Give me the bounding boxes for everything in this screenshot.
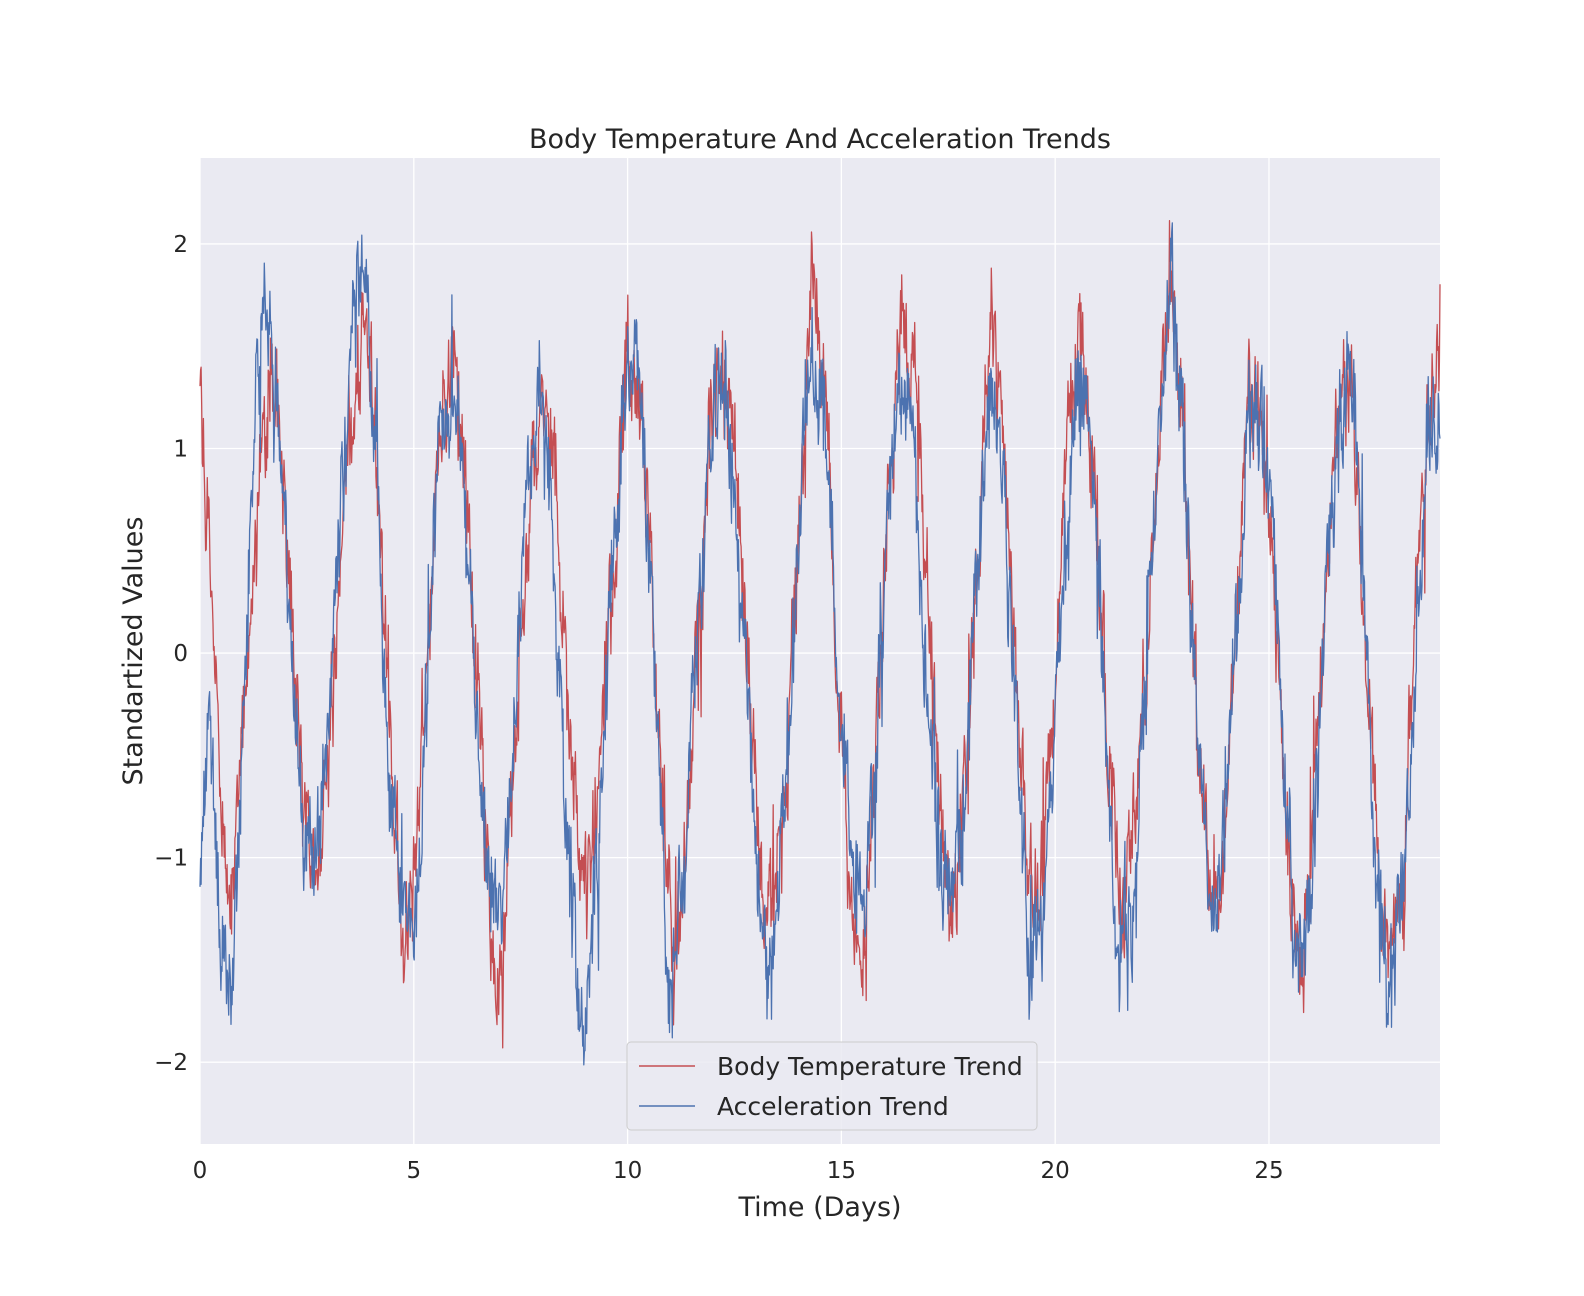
x-tick-label: 15 xyxy=(827,1158,856,1184)
y-axis-label: Standartized Values xyxy=(118,517,149,786)
series-lines xyxy=(199,220,1441,1066)
legend-box xyxy=(626,1041,1038,1131)
y-tick-label: 1 xyxy=(173,436,188,462)
tick-labels: 0 5 10 15 20 25 −2 −1 0 1 2 xyxy=(154,232,1284,1184)
y-tick-label: −2 xyxy=(154,1050,188,1076)
y-tick-label: −1 xyxy=(154,846,188,872)
legend-label-body-temperature: Body Temperature Trend xyxy=(717,1052,1023,1081)
legend: Body Temperature Trend Acceleration Tren… xyxy=(626,1041,1038,1131)
x-tick-label: 20 xyxy=(1041,1158,1070,1184)
legend-label-acceleration: Acceleration Trend xyxy=(717,1092,949,1121)
y-tick-label: 0 xyxy=(173,641,188,667)
chart-title: Body Temperature And Acceleration Trends xyxy=(529,124,1111,155)
x-tick-label: 0 xyxy=(193,1158,208,1184)
x-axis-label: Time (Days) xyxy=(737,1192,901,1223)
x-tick-label: 25 xyxy=(1254,1158,1283,1184)
x-tick-label: 5 xyxy=(406,1158,421,1184)
x-tick-label: 10 xyxy=(613,1158,642,1184)
y-tick-label: 2 xyxy=(173,232,188,258)
series-acceleration-line xyxy=(199,222,1441,1066)
